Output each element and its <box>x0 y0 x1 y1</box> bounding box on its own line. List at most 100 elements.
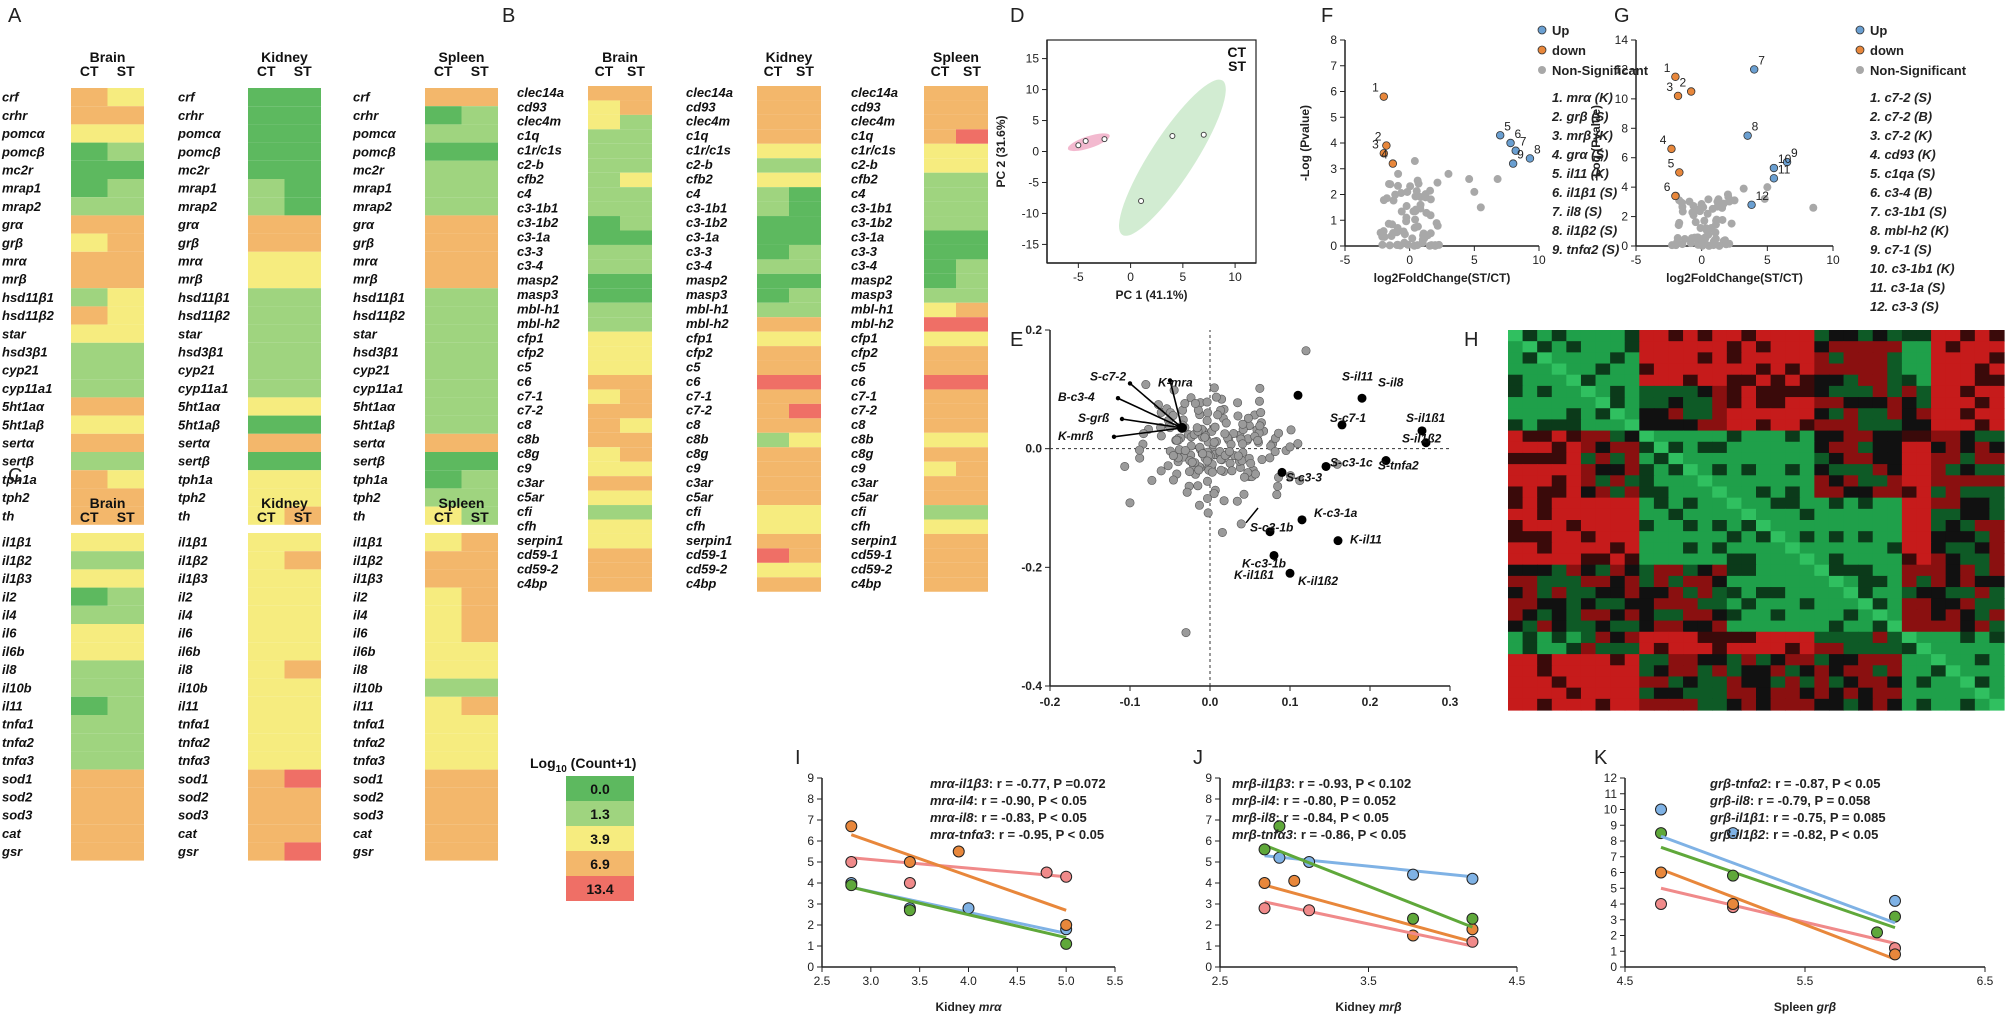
point-number: 2 <box>1679 76 1686 90</box>
matrix-cell <box>1508 687 1524 700</box>
y-tick-label: 9 <box>807 771 814 785</box>
matrix-cell <box>1901 575 1918 588</box>
matrix-cell <box>1814 609 1830 622</box>
hub-point <box>1177 422 1187 433</box>
heatmap-cell <box>588 317 620 332</box>
heatmap-cell <box>461 642 498 661</box>
matrix-cell <box>1756 475 1772 488</box>
heatmap-cell <box>620 360 652 375</box>
matrix-cell <box>1712 665 1728 678</box>
matrix-cell <box>1799 486 1815 499</box>
ns-point <box>1699 203 1708 212</box>
matrix-cell <box>1770 330 1786 342</box>
matrix-cell <box>1683 642 1699 655</box>
matrix-cell <box>1522 397 1538 409</box>
legend-swatch <box>566 851 634 876</box>
matrix-cell <box>1756 385 1772 398</box>
heatmap-cell <box>789 461 821 477</box>
gene-label: il2 <box>2 589 17 604</box>
loading-point <box>1194 465 1204 475</box>
matrix-cell <box>1843 665 1859 678</box>
fit-line <box>1264 900 1473 948</box>
heatmap-cell <box>757 259 789 274</box>
matrix-cell <box>1624 520 1640 532</box>
matrix-cell <box>1595 374 1611 387</box>
gene-label: c5 <box>517 359 532 374</box>
matrix-cell <box>1683 620 1699 633</box>
matrix-cell <box>1799 698 1815 711</box>
matrix-cell <box>1756 564 1772 577</box>
gene-label: c3-1a <box>517 229 550 244</box>
chart-E: -0.2 -0.1 0.0 0.1 0.2 0.3-0.4-0.20.00.2S-c7-2… <box>1021 323 1458 709</box>
matrix-cell <box>1843 475 1859 488</box>
matrix-cell <box>1551 575 1567 588</box>
loading-point <box>1272 490 1282 500</box>
heatmap-cell <box>425 233 462 252</box>
matrix-cell <box>1945 419 1961 432</box>
matrix-cell <box>1668 654 1684 666</box>
matrix-cell <box>1872 330 1888 342</box>
y-tick-label: 8 <box>1621 121 1628 135</box>
gene-list-item: 11. c3-1a (S) <box>1870 280 1945 295</box>
matrix-cell <box>1872 397 1888 409</box>
matrix-cell <box>1683 654 1699 666</box>
matrix-cell <box>1974 575 1991 588</box>
matrix-cell <box>1916 374 1932 387</box>
point-number: 4 <box>1660 133 1667 147</box>
gene-label: tnfα1 <box>2 717 34 732</box>
heatmap-cell <box>107 179 144 198</box>
matrix-cell <box>1668 475 1684 488</box>
tissue-header: Kidney <box>261 49 308 65</box>
matrix-cell <box>1624 598 1640 611</box>
loading-point <box>1265 453 1275 463</box>
loading-point <box>1181 628 1191 638</box>
heatmap-cell <box>107 787 144 806</box>
y-tick-label: 10 <box>1026 83 1040 97</box>
heatmap-cell <box>248 642 285 661</box>
matrix-cell <box>1741 553 1757 566</box>
heatmap-cell <box>107 142 144 161</box>
matrix-cell <box>1872 408 1888 421</box>
loading-point <box>1227 466 1237 476</box>
heatmap-cell <box>461 142 498 161</box>
matrix-cell <box>1726 609 1743 622</box>
st-ellipse <box>1119 79 1226 236</box>
gene-label: il2 <box>353 589 368 604</box>
point-number: 8 <box>1752 120 1759 134</box>
matrix-cell <box>1610 408 1626 421</box>
ns-point <box>1809 203 1818 212</box>
matrix-cell <box>1610 564 1626 577</box>
heatmap-cell <box>461 452 498 471</box>
matrix-cell <box>1843 587 1859 599</box>
highlight-point <box>1285 568 1295 578</box>
point-label: S-grß <box>1078 411 1109 425</box>
heatmap-cell <box>461 124 498 143</box>
matrix-cell <box>1814 698 1830 711</box>
gene-label: c7-2 <box>686 403 713 418</box>
matrix-cell <box>1843 464 1859 476</box>
matrix-cell <box>1624 676 1640 689</box>
matrix-cell <box>1595 352 1611 365</box>
matrix-cell <box>1945 464 1961 476</box>
point-label: S-c3-1b <box>1250 521 1293 535</box>
matrix-cell <box>1901 419 1918 432</box>
matrix-cell <box>1537 676 1553 689</box>
x-tick-label: 3.5 <box>1360 974 1377 988</box>
matrix-cell <box>1960 452 1976 465</box>
heatmap-cell <box>588 519 620 534</box>
matrix-cell <box>1858 452 1874 465</box>
heatmap-cell <box>588 201 620 217</box>
heatmap-cell <box>789 432 821 448</box>
matrix-cell <box>1522 575 1538 588</box>
heatmap-cell <box>71 605 108 624</box>
matrix-cell <box>1624 631 1640 644</box>
matrix-cell <box>1668 330 1684 342</box>
gene-list-item: 3. mrβ (K) <box>1552 128 1613 143</box>
matrix-cell <box>1508 676 1524 689</box>
heatmap-cell <box>107 569 144 588</box>
heatmap-cell <box>107 306 144 325</box>
matrix-cell <box>1785 642 1801 655</box>
heatmap-cell <box>425 397 462 416</box>
